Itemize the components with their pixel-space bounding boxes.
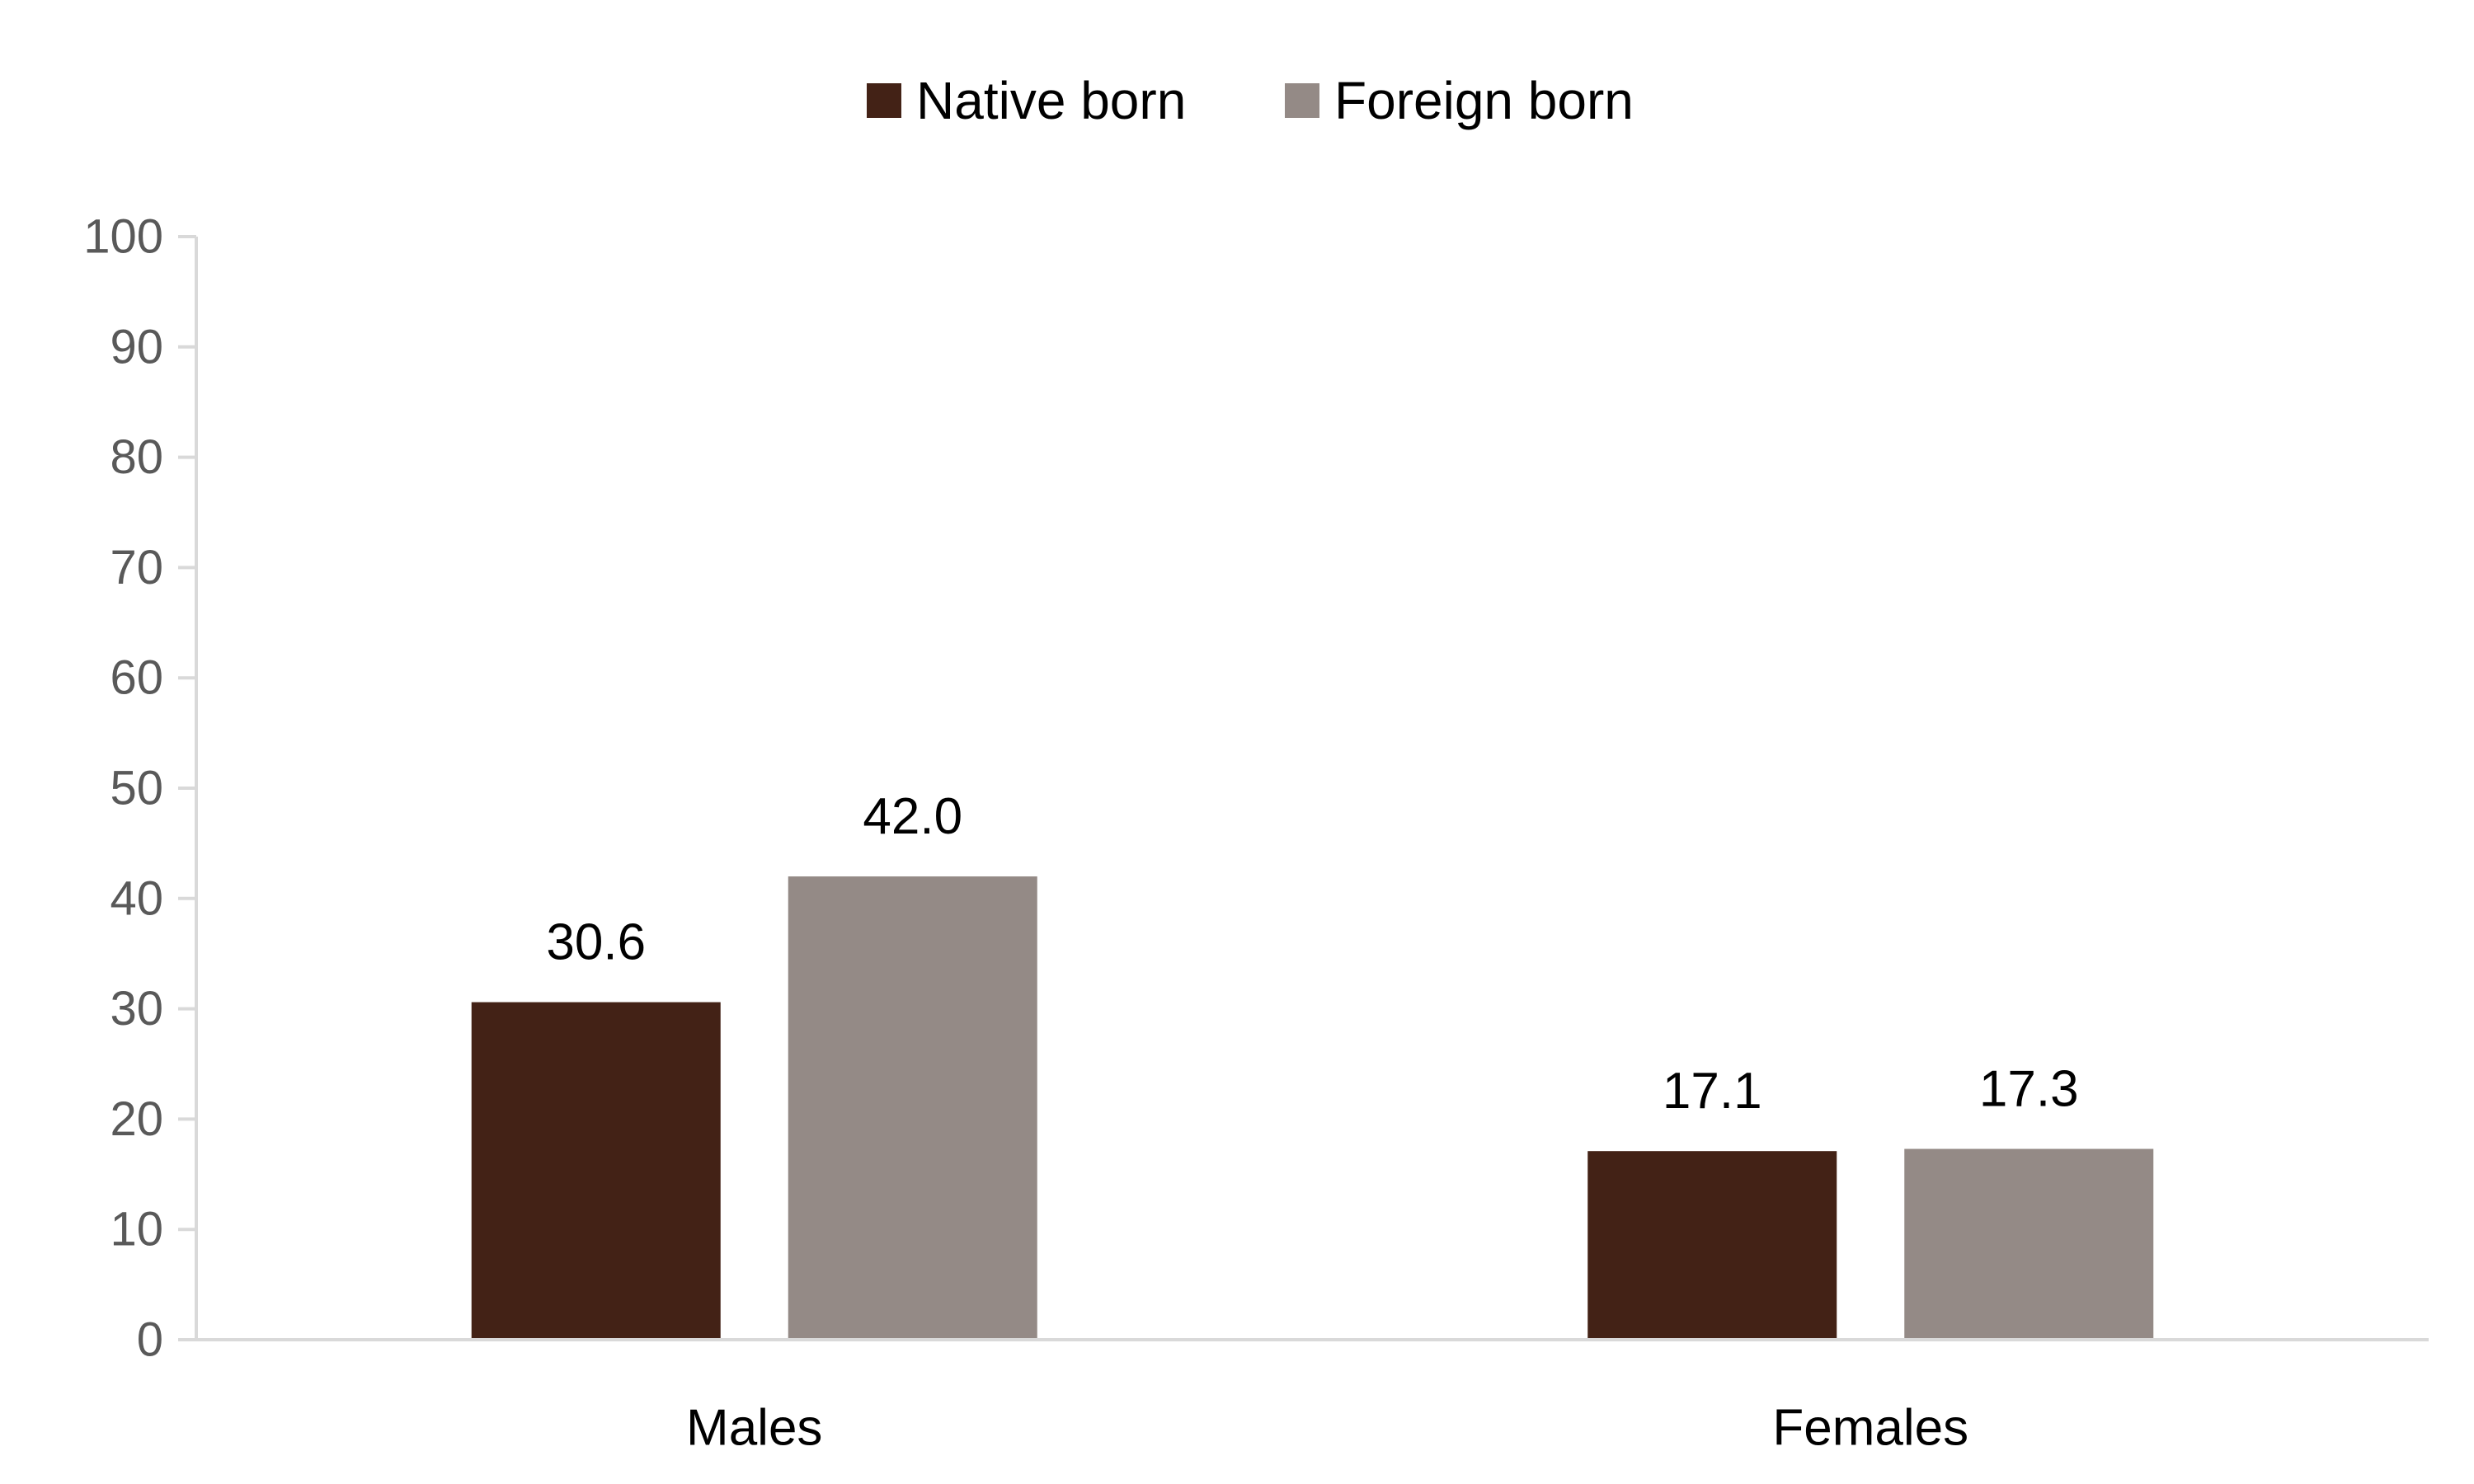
- y-tick-label: 90: [110, 320, 163, 373]
- data-label: 42.0: [863, 788, 962, 845]
- x-category-label: Females: [1772, 1400, 1968, 1457]
- bar-native-born-females: [1587, 1151, 1837, 1340]
- data-label: 17.3: [1979, 1061, 2079, 1118]
- y-tick-label: 30: [110, 982, 163, 1036]
- y-tick-label: 20: [110, 1092, 163, 1146]
- y-tick-label: 40: [110, 871, 163, 925]
- bar-native-born-males: [471, 1002, 721, 1340]
- bar-foreign-born-females: [1904, 1148, 2154, 1340]
- y-tick-label: 100: [83, 210, 163, 264]
- bar-foreign-born-males: [788, 876, 1037, 1340]
- legend-swatch: [867, 83, 901, 118]
- y-tick-label: 60: [110, 651, 163, 705]
- data-labels: 30.6 42.0 17.1 17.3: [546, 788, 2078, 1120]
- y-tick-label: 10: [110, 1203, 163, 1256]
- legend: Native born Foreign born: [867, 71, 1634, 130]
- y-tick-label: 50: [110, 762, 163, 815]
- y-axis: 0 10 20 30 40 50 60 70 80 90 100: [83, 210, 198, 1367]
- y-tick-label: 70: [110, 541, 163, 594]
- legend-swatch: [1285, 83, 1319, 118]
- legend-label: Native born: [916, 71, 1186, 130]
- y-tick-label: 80: [110, 430, 163, 484]
- y-tick-label: 0: [137, 1313, 163, 1367]
- data-label: 17.1: [1663, 1063, 1762, 1120]
- x-axis: Males Females: [180, 1338, 2429, 1457]
- data-label: 30.6: [546, 914, 646, 971]
- legend-label: Foreign born: [1334, 71, 1634, 130]
- x-category-label: Males: [686, 1400, 822, 1457]
- bars: [471, 876, 2154, 1340]
